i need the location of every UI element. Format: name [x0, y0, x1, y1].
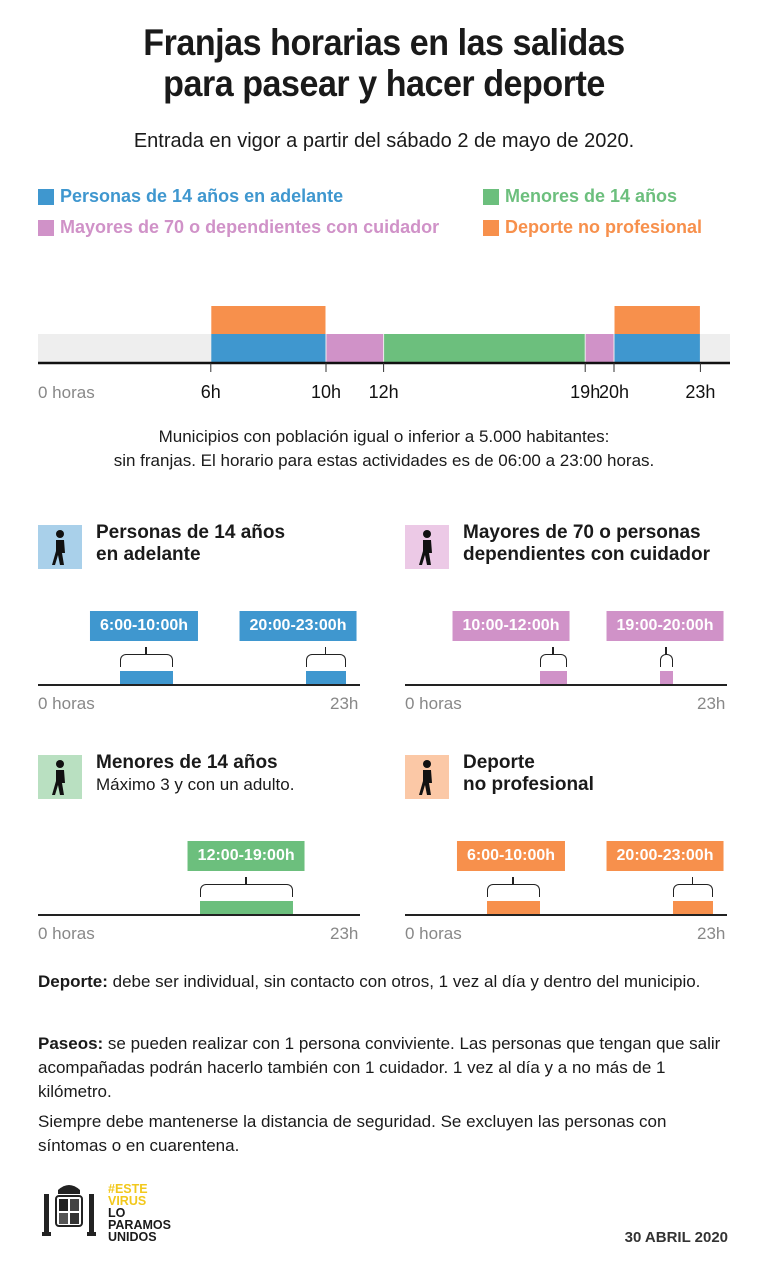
axis-start-label: 0 horas	[405, 924, 462, 943]
elderly-person-cane-icon	[405, 525, 449, 569]
panel-title: Menores de 14 años Máximo 3 y con un adul…	[96, 752, 295, 794]
time-slot-label: 12:00-19:00h	[187, 841, 305, 871]
axis-end-label: 23h	[697, 694, 726, 713]
page-title: Franjas horarias en las salidas para pase…	[143, 22, 625, 104]
time-slot-label: 6:00-10:00h	[456, 841, 566, 871]
time-slot-bar	[673, 901, 713, 914]
bracket-stem	[245, 877, 247, 885]
bar-3	[614, 306, 700, 334]
legend-swatch	[483, 188, 499, 205]
time-slot-label: 20:00-23:00h	[239, 611, 357, 641]
bracket	[119, 654, 173, 667]
panel-axis	[405, 684, 727, 686]
bracket	[306, 654, 346, 667]
legend-item: Personas de 14 años en adelante	[38, 186, 343, 207]
panel-axis	[405, 914, 727, 916]
axis-end-label: 23h	[697, 924, 726, 943]
tick-label: 20h	[599, 382, 629, 402]
time-slot-bar	[486, 901, 540, 914]
bar-2	[384, 334, 585, 362]
time-slot-bar	[540, 671, 567, 684]
time-slot-bar	[659, 671, 673, 684]
axis-end-label: 23h	[330, 924, 359, 943]
time-slot-label: 10:00-12:00h	[452, 611, 570, 641]
municipios-note: Municipios con población igual o inferio…	[113, 427, 655, 470]
bar-0	[211, 334, 326, 362]
bar-1	[585, 334, 614, 362]
axis-start-label: 0 horas	[405, 694, 462, 713]
time-slot-label: 19:00-20:00h	[606, 611, 724, 641]
spain-coat-of-arms-icon	[42, 1185, 96, 1236]
axis-end-label: 23h	[330, 694, 359, 713]
info-paragraph: Paseos: se pueden realizar con 1 persona…	[38, 1034, 721, 1101]
panel-title: Mayores de 70 o personas dependientes con…	[463, 522, 711, 565]
legend-swatch	[38, 219, 54, 236]
tick-label: 12h	[369, 382, 399, 402]
bar-1	[326, 334, 384, 362]
bracket-stem	[552, 647, 554, 655]
bracket-stem	[665, 647, 667, 655]
panel-title: Deporte no profesional	[463, 752, 594, 795]
child-scooter-icon	[38, 755, 82, 799]
bracket	[673, 884, 713, 897]
time-slot-label: 20:00-23:00h	[606, 841, 724, 871]
bracket-stem	[512, 877, 514, 885]
publication-date: 30 ABRIL 2020	[624, 1229, 728, 1246]
bracket-stem	[691, 877, 694, 885]
tick-label: 6h	[201, 382, 221, 402]
panel-axis	[38, 684, 360, 686]
tick-label: 19h	[570, 382, 600, 402]
info-paragraph: Siempre debe mantenerse la distancia de …	[38, 1112, 667, 1155]
legend-item: Mayores de 70 o dependientes con cuidado…	[38, 217, 439, 238]
bar-0	[614, 334, 700, 362]
tick-label: 23h	[685, 382, 715, 402]
bracket-stem	[324, 647, 327, 655]
axis-start-label: 0 horas	[38, 924, 95, 943]
info-paragraph: Deporte: debe ser individual, sin contac…	[38, 972, 701, 991]
bracket	[659, 654, 673, 667]
time-slot-bar	[199, 901, 293, 914]
time-slot-bar	[119, 671, 173, 684]
time-slot-label: 6:00-10:00h	[89, 611, 199, 641]
panel-axis	[38, 914, 360, 916]
tick-label: 0 horas	[38, 383, 95, 402]
bracket	[199, 884, 293, 897]
legend-swatch	[38, 188, 54, 205]
legend-item: Deporte no profesional	[483, 217, 702, 238]
slogan-logo: #ESTE VIRUS LO PARAMOS UNIDOS	[108, 1182, 171, 1244]
legend-swatch	[483, 219, 499, 236]
bracket	[540, 654, 567, 667]
tick-label: 10h	[311, 382, 341, 402]
bracket	[486, 884, 540, 897]
bar-3	[211, 306, 326, 334]
axis-start-label: 0 horas	[38, 694, 95, 713]
bracket-stem	[145, 647, 147, 655]
time-slot-bar	[306, 671, 346, 684]
walking-person-icon	[38, 525, 82, 569]
running-person-icon	[405, 755, 449, 799]
legend-item: Menores de 14 años	[483, 186, 677, 207]
subtitle: Entrada en vigor a partir del sábado 2 d…	[133, 130, 635, 152]
panel-title: Personas de 14 años en adelante	[96, 522, 286, 565]
